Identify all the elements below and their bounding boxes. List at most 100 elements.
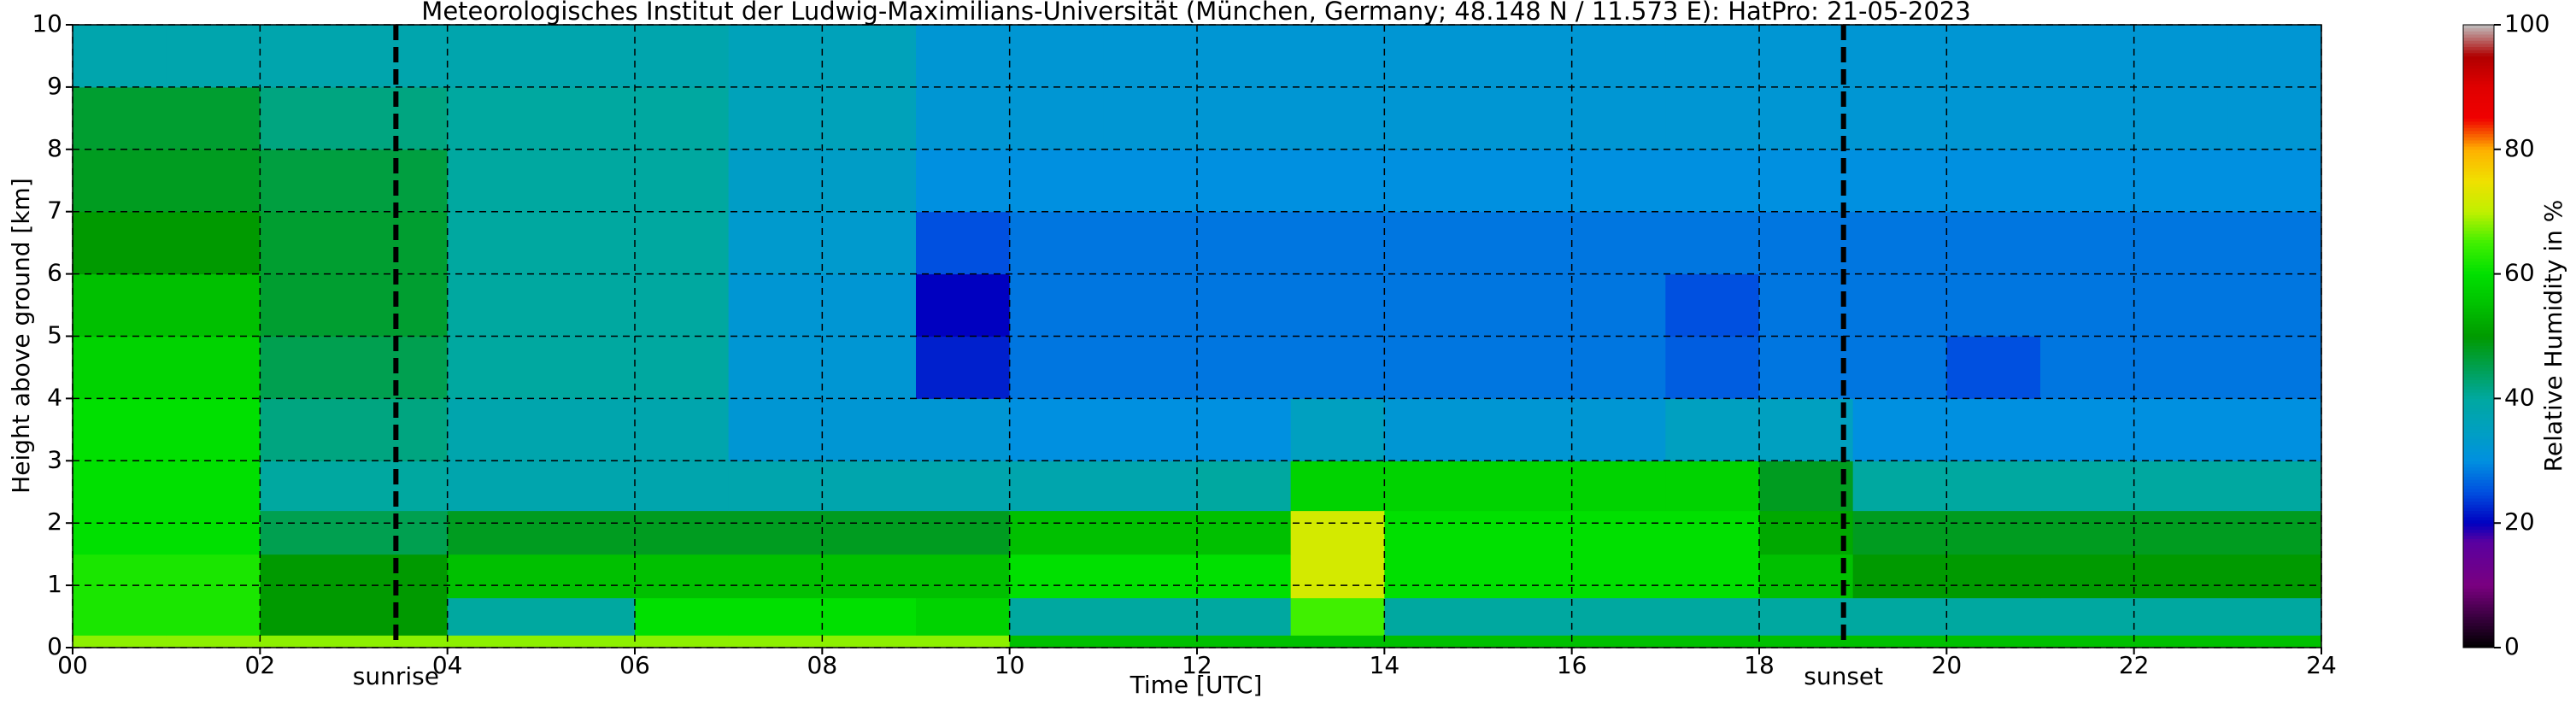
colorbar-band	[2463, 535, 2494, 539]
colorbar-band	[2463, 532, 2494, 537]
heat-cell	[354, 635, 449, 648]
colorbar-band	[2463, 345, 2494, 349]
heat-cell	[1478, 398, 1573, 461]
heat-cell	[1103, 25, 1198, 88]
colorbar-band	[2463, 77, 2494, 82]
colorbar-band	[2463, 224, 2494, 228]
heat-cell	[2133, 273, 2228, 337]
colorbar-band	[2463, 638, 2494, 642]
heat-cell	[1103, 554, 1198, 599]
heat-cell	[2040, 336, 2135, 399]
heat-cell	[354, 554, 449, 599]
heat-cell	[1571, 336, 1666, 399]
colorbar-band	[2463, 510, 2494, 514]
heat-cell	[1384, 336, 1479, 399]
heat-cell	[354, 25, 449, 88]
heat-cell	[1009, 86, 1104, 150]
heat-cell	[1759, 25, 1854, 88]
heat-cell	[2227, 635, 2322, 648]
colorbar-band	[2463, 358, 2494, 362]
heat-cell	[73, 86, 167, 150]
colorbar-band	[2463, 429, 2494, 433]
colorbar-band	[2463, 59, 2494, 63]
heat-cell	[2040, 597, 2135, 636]
heat-cell	[1384, 398, 1479, 461]
heat-cell	[1665, 597, 1760, 636]
heat-cell	[1103, 273, 1198, 337]
colorbar-band	[2463, 90, 2494, 94]
heat-cell	[822, 149, 917, 213]
colorbar-band	[2463, 607, 2494, 611]
y-tick-label: 9	[47, 72, 62, 100]
colorbar-band	[2463, 408, 2494, 412]
heat-cell	[447, 273, 542, 337]
heat-cell	[1946, 398, 2041, 461]
heat-cell	[2040, 398, 2135, 461]
colorbar-band	[2463, 414, 2494, 418]
colorbar-band	[2463, 149, 2494, 153]
heat-cell	[1103, 510, 1198, 555]
heat-cell	[1665, 635, 1760, 648]
colorbar-band	[2463, 370, 2494, 374]
colorbar-band	[2463, 385, 2494, 390]
colorbar-band	[2463, 457, 2494, 461]
heat-cell	[916, 25, 1011, 88]
heat-cell	[1384, 510, 1479, 555]
heat-cell	[822, 273, 917, 337]
heat-cell	[2227, 554, 2322, 599]
colorbar-band	[2463, 576, 2494, 580]
colorbar-band	[2463, 392, 2494, 396]
colorbar-band	[2463, 523, 2494, 527]
heat-cell	[1571, 211, 1666, 275]
heat-cell	[635, 25, 730, 88]
heat-cell	[354, 398, 449, 461]
colorbar-band	[2463, 296, 2494, 300]
colorbar-band	[2463, 133, 2494, 138]
heat-cell	[1478, 273, 1573, 337]
colorbar-band	[2463, 183, 2494, 188]
colorbar-band	[2463, 383, 2494, 387]
marker-label: sunrise	[353, 662, 439, 690]
colorbar-band	[2463, 557, 2494, 561]
heat-cell	[1571, 461, 1666, 512]
heat-cell	[822, 336, 917, 399]
colorbar-band	[2463, 501, 2494, 505]
heat-cell	[2227, 273, 2322, 337]
heat-cell	[916, 398, 1011, 461]
heat-cell	[1665, 336, 1760, 399]
colorbar-band	[2463, 173, 2494, 179]
heat-cell	[1852, 86, 1947, 150]
heat-cell	[166, 211, 261, 275]
y-axis-label: Height above ground [km]	[7, 178, 35, 494]
colorbar-tick-label: 100	[2504, 9, 2550, 38]
heat-cell	[2133, 211, 2228, 275]
colorbar-band	[2463, 376, 2494, 381]
colorbar-band	[2463, 202, 2494, 206]
x-tick-label: 04	[432, 651, 463, 679]
colorbar-band	[2463, 423, 2494, 427]
heat-cell	[1103, 597, 1198, 636]
heat-cell	[1946, 149, 2041, 213]
heat-cell	[354, 273, 449, 337]
heat-cell	[916, 597, 1011, 636]
colorbar-band	[2463, 355, 2494, 359]
heat-cell	[260, 398, 355, 461]
colorbar-band	[2463, 519, 2494, 524]
colorbar-band	[2463, 513, 2494, 518]
colorbar-band	[2463, 80, 2494, 85]
colorbar-band	[2463, 261, 2494, 266]
colorbar-band	[2463, 560, 2494, 565]
heat-cell	[447, 149, 542, 213]
colorbar-band	[2463, 302, 2494, 306]
colorbar-band	[2463, 56, 2494, 60]
heat-cell	[822, 398, 917, 461]
colorbar-band	[2463, 96, 2494, 100]
x-tick-label: 10	[995, 651, 1025, 679]
heat-cell	[1571, 597, 1666, 636]
heat-cell	[1665, 211, 1760, 275]
colorbar-band	[2463, 448, 2494, 452]
colorbar-band	[2463, 314, 2494, 319]
colorbar-band	[2463, 417, 2494, 421]
colorbar-band	[2463, 52, 2494, 56]
heat-cell	[1009, 398, 1104, 461]
